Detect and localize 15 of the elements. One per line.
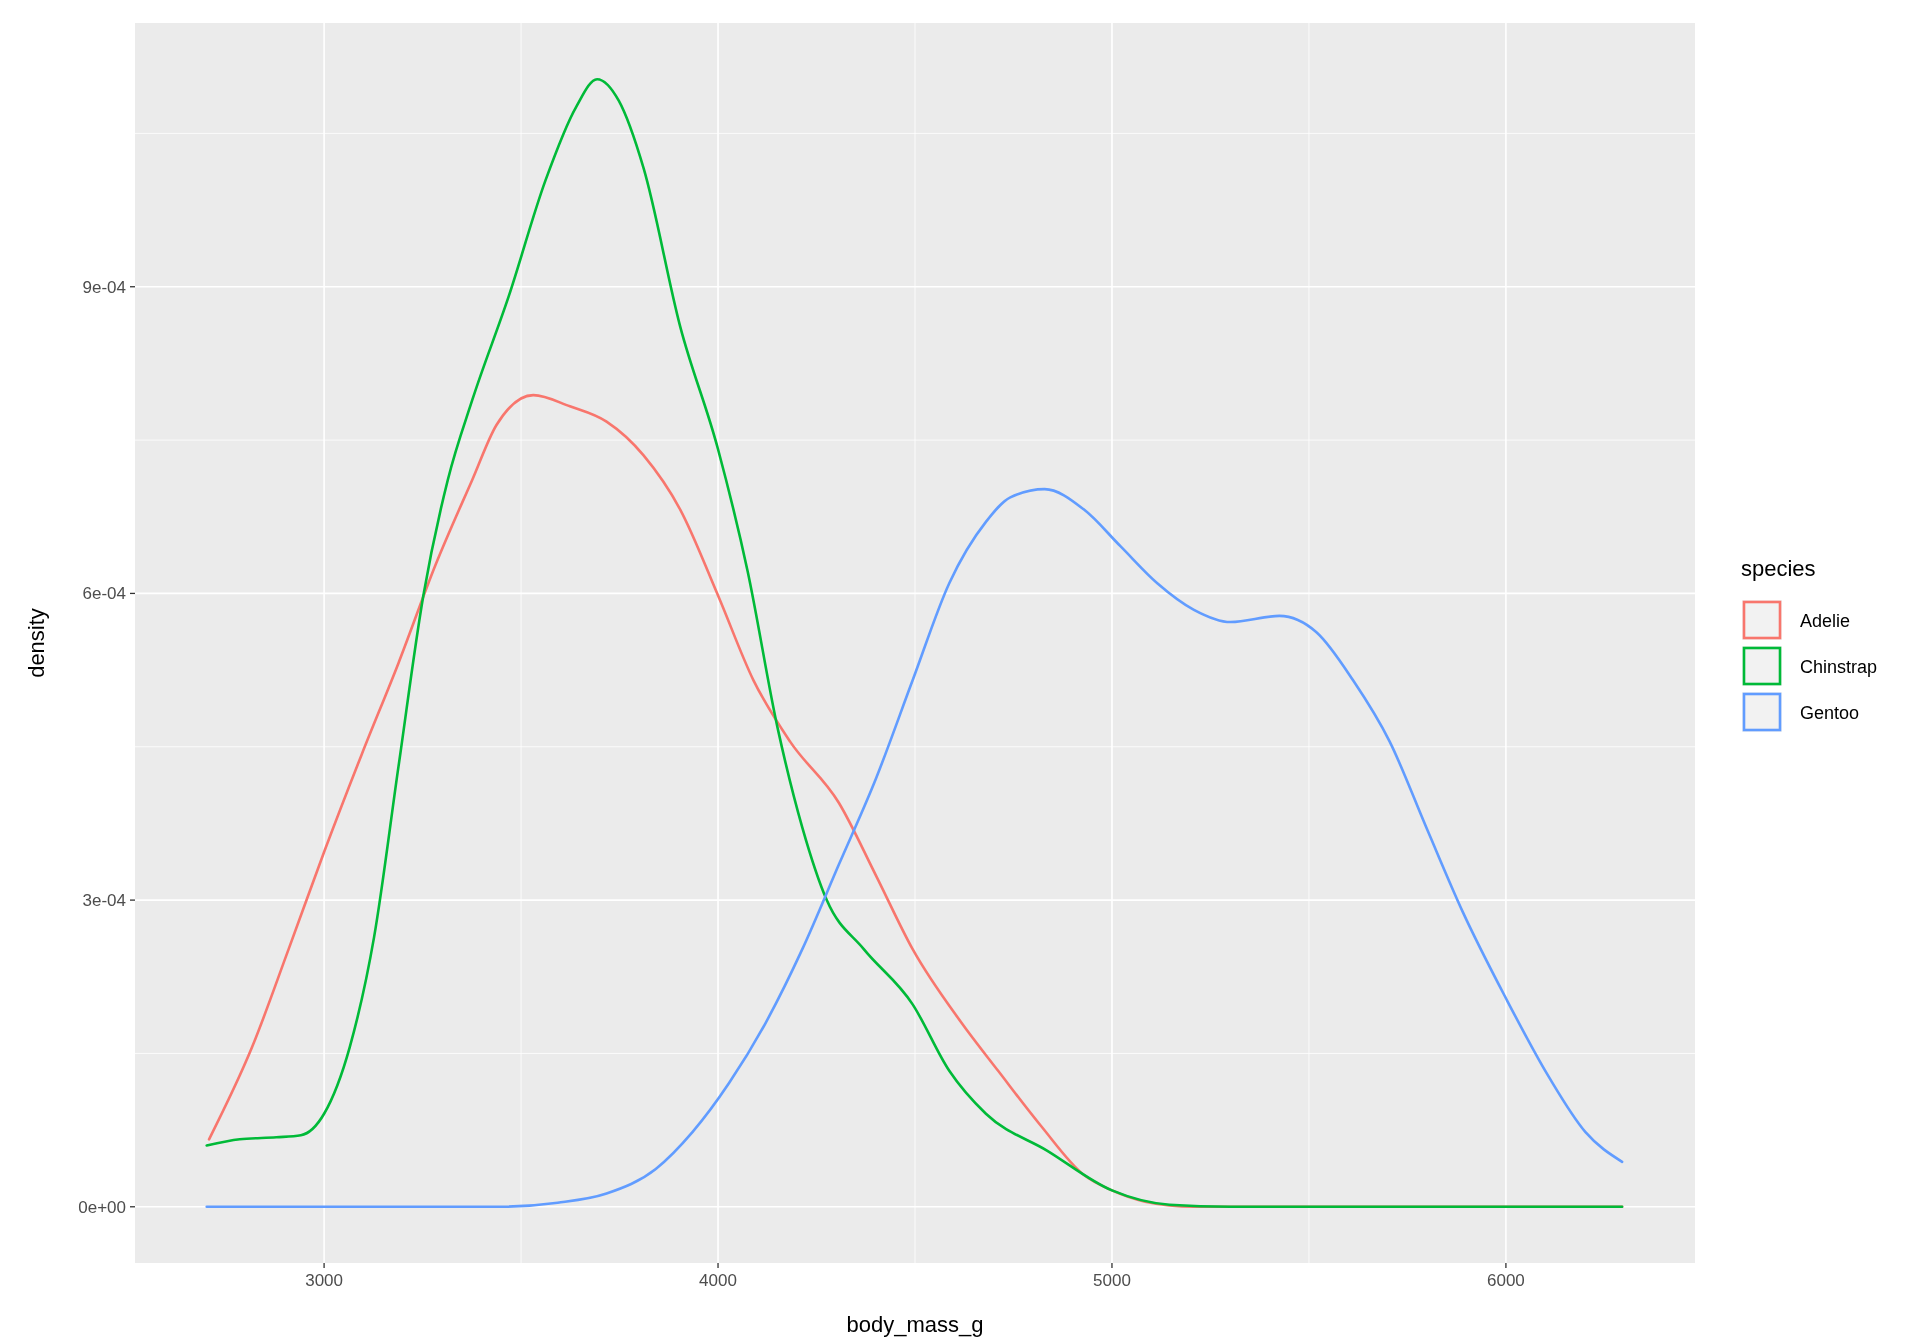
y-tick-label: 3e-04 [82,891,126,911]
legend-label: Adelie [1800,611,1851,631]
y-tick-label: 0e+00 [78,1197,126,1217]
line-series [205,77,1624,1209]
legend-title: species [1741,556,1816,581]
x-tick-label: 3000 [305,1271,343,1290]
x-tick-label: 5000 [1093,1271,1131,1290]
y-tick-label: 9e-04 [82,277,126,297]
y-axis-title: density [24,608,49,678]
x-tick-label: 6000 [1486,1271,1525,1290]
x-axis-title: body_mass_g [846,1312,984,1337]
y-tick-label: 6e-04 [82,584,126,604]
legend-label: Chinstrap [1800,657,1878,677]
legend-label: Gentoo [1800,703,1860,723]
x-tick-label: 4000 [699,1271,737,1290]
